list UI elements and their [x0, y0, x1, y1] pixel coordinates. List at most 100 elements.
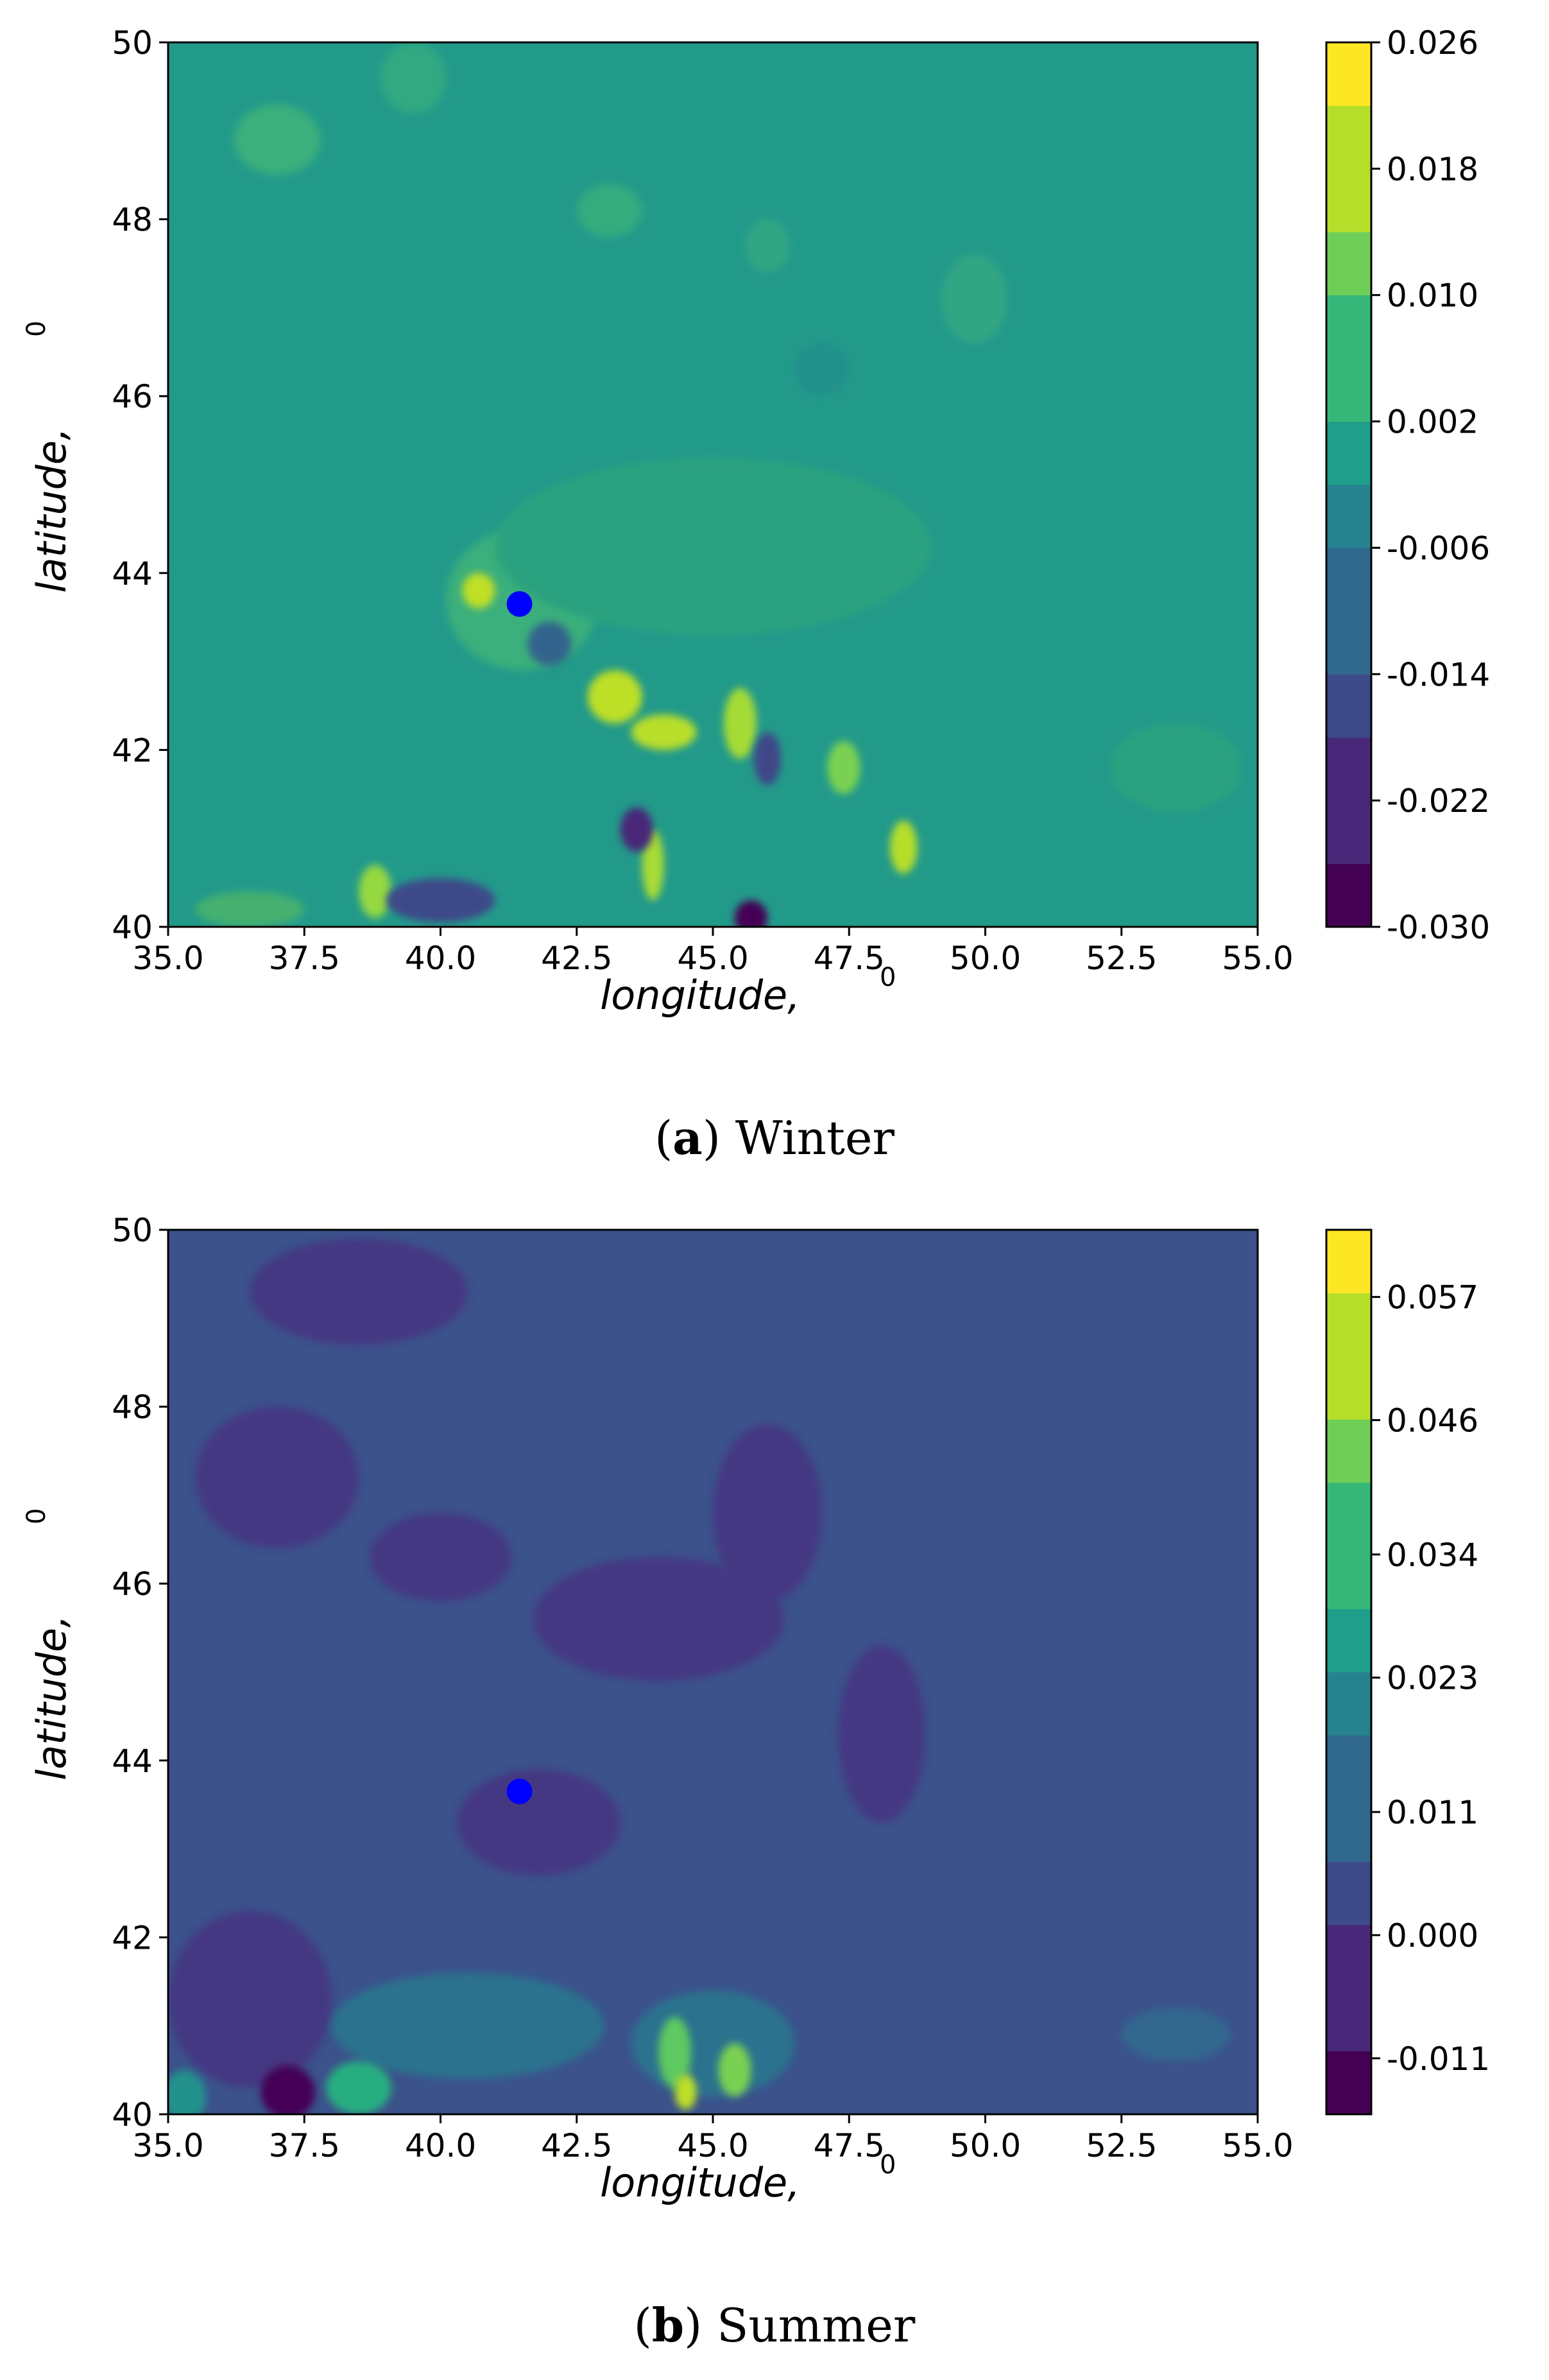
colorbar-band [1326, 1672, 1371, 1736]
contour-region-14 [168, 2070, 207, 2114]
contour-region-0 [533, 1556, 784, 1681]
colorbar-tick-label: -0.006 [1387, 530, 1490, 567]
y-tick-label: 46 [112, 378, 153, 415]
contour-region-10 [658, 2017, 692, 2088]
winter-panel: 35.0 37.5 40.0 42.5 45.0 47.5 50.0 52.5 55.0 40 42… [0, 0, 1549, 1187]
colorbar-band [1326, 168, 1371, 232]
x-tick-label: 42.5 [541, 940, 612, 977]
y-axis-label: latitude, [28, 427, 75, 593]
location-marker [506, 591, 533, 617]
x-tick-label: 47.5 [814, 940, 885, 977]
colorbar-tick-label: 0.023 [1387, 1660, 1478, 1697]
contour-region-8 [359, 865, 392, 918]
colorbar-band [1326, 1861, 1371, 1926]
x-tick-label: 37.5 [269, 2127, 340, 2164]
contour-region-15 [495, 458, 931, 635]
winter-caption-text: Winter [735, 1111, 894, 1165]
contour-region-9 [527, 621, 572, 666]
colorbar-band [1326, 1356, 1371, 1420]
colorbar-band [1326, 674, 1371, 738]
contour-region-16 [1121, 2008, 1231, 2062]
x-axis-label-superscript: 0 [880, 963, 896, 992]
colorbar-band [1326, 610, 1371, 675]
y-tick-label: 44 [112, 1743, 153, 1780]
colorbar-band [1326, 737, 1371, 801]
contour-region-7 [889, 820, 918, 874]
colorbar-band [1326, 863, 1371, 927]
colorbar-band [1326, 1608, 1371, 1673]
colorbar-frame [1325, 1229, 1373, 2116]
y-tick-label: 50 [112, 1212, 153, 1249]
x-tick-label: 37.5 [269, 940, 340, 977]
contour-region-7 [168, 1911, 332, 2088]
contour-region-20 [745, 219, 789, 273]
x-tick-label: 52.5 [1086, 2127, 1157, 2164]
y-tick-label: 48 [112, 1389, 153, 1426]
x-tick-label: 47.5 [814, 2127, 885, 2164]
x-axis-label: longitude, [600, 2159, 800, 2206]
contour-regions [168, 1238, 1231, 2114]
x-tick-label: 55.0 [1222, 940, 1293, 977]
colorbar-band [1326, 1419, 1371, 1483]
x-tick-label: 55.0 [1222, 2127, 1293, 2164]
colorbar-band [1326, 105, 1371, 169]
colorbar-tick-label: 0.000 [1387, 1917, 1478, 1954]
contour-region-12 [386, 878, 495, 923]
winter-caption-label: a [672, 1110, 703, 1165]
contour-region-4 [642, 829, 664, 901]
summer-caption-label: b [651, 2298, 685, 2352]
colorbar-tick-label: 0.057 [1387, 1279, 1478, 1316]
colorbar-band [1326, 421, 1371, 485]
colorbar-tick-label: -0.014 [1387, 656, 1490, 693]
colorbar-band [1326, 2051, 1371, 2115]
contour-region-3 [370, 1512, 511, 1601]
contour-region-2 [587, 670, 642, 724]
colorbar-band [1326, 1924, 1371, 1988]
colorbar-band [1326, 1230, 1371, 1293]
contour-region-10 [620, 807, 653, 852]
colorbar-band [1326, 1482, 1371, 1546]
contour-region-5 [250, 1238, 468, 1345]
contour-regions [195, 42, 1242, 927]
colorbar-band [1326, 485, 1371, 548]
x-axis-label-superscript: 0 [880, 2150, 896, 2180]
contour-region-4 [195, 1406, 359, 1549]
winter-caption: (a) Winter [655, 1110, 894, 1165]
contour-region-8 [331, 1972, 604, 2079]
x-tick-label: 35.0 [132, 2127, 203, 2164]
summer-panel: 35.0 37.5 40.0 42.5 45.0 47.5 50.0 52.5 55.0 40 42… [0, 1187, 1549, 2375]
y-tick-label: 48 [112, 202, 153, 239]
colorbar-band [1326, 232, 1371, 296]
contour-region-1 [838, 1645, 926, 1823]
colorbar-band [1326, 1798, 1371, 1862]
contour-region-19 [576, 184, 642, 237]
contour-region-13 [753, 732, 782, 786]
y-tick-label: 44 [112, 555, 153, 592]
colorbar-band [1326, 1988, 1371, 2052]
contour-region-1 [462, 573, 495, 608]
x-tick-label: 50.0 [950, 940, 1021, 977]
contour-region-16 [233, 104, 321, 175]
colorbar-tick-label: 0.046 [1387, 1402, 1478, 1440]
contour-region-12 [674, 2074, 697, 2110]
x-axis-label: longitude, [600, 972, 800, 1019]
colorbar-tick-label: 0.010 [1387, 277, 1478, 315]
contour-region-6 [827, 741, 860, 795]
contour-region-21 [1110, 723, 1242, 812]
colorbar-tick-label: -0.030 [1387, 909, 1490, 946]
y-tick-label: 42 [112, 732, 153, 769]
x-tick-label: 35.0 [132, 940, 203, 977]
contour-region-2 [713, 1424, 822, 1601]
summer-contour-chart: 35.0 37.5 40.0 42.5 45.0 47.5 50.0 52.5 55.0 40 42… [22, 1212, 1490, 2206]
colorbar-tick-label: 0.002 [1387, 404, 1478, 441]
y-tick-label: 40 [112, 2096, 153, 2134]
contour-region-13 [261, 2065, 316, 2114]
location-marker [506, 1779, 533, 1805]
colorbar-band [1326, 358, 1371, 422]
summer-caption: (b) Summer [633, 2298, 916, 2352]
winter-contour-chart: 35.0 37.5 40.0 42.5 45.0 47.5 50.0 52.5 55.0 40 42… [22, 24, 1490, 1019]
x-tick-label: 42.5 [541, 2127, 612, 2164]
colorbar-tick-label: 0.011 [1387, 1794, 1478, 1831]
x-tick-label: 45.0 [677, 2127, 748, 2164]
colorbar-band [1326, 1293, 1371, 1357]
